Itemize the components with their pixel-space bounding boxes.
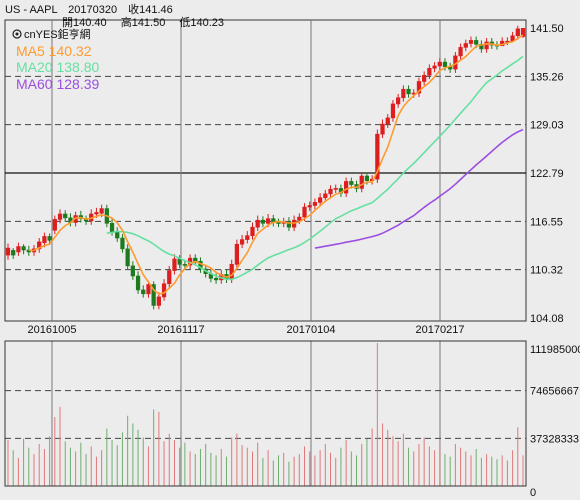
price-tick-label: 110.32 bbox=[530, 265, 563, 277]
ma20-line bbox=[106, 55, 524, 281]
candle bbox=[198, 257, 203, 273]
candle bbox=[359, 172, 364, 193]
candle bbox=[463, 39, 468, 52]
date-tick-label: 20161005 bbox=[28, 324, 77, 336]
candle bbox=[318, 193, 323, 207]
candle bbox=[437, 58, 442, 70]
candle bbox=[5, 243, 11, 260]
candle bbox=[323, 189, 328, 202]
candle bbox=[390, 100, 396, 122]
candle bbox=[63, 210, 68, 222]
candle bbox=[250, 222, 255, 240]
candle bbox=[286, 217, 292, 232]
date-axis-labels: 20161005 20161117 20170104 20170217 bbox=[28, 324, 465, 336]
candle bbox=[130, 261, 135, 280]
price-tick-label: 104.08 bbox=[530, 313, 564, 325]
candle bbox=[120, 234, 125, 253]
candle bbox=[333, 184, 338, 194]
ma5-line bbox=[28, 34, 524, 295]
candle bbox=[276, 218, 281, 228]
moving-averages bbox=[28, 34, 524, 295]
volume-grid bbox=[5, 390, 526, 439]
candle bbox=[416, 77, 422, 97]
candle bbox=[52, 215, 57, 235]
candle bbox=[406, 85, 411, 98]
price-grid bbox=[5, 20, 526, 486]
legend-ma20: MA20 138.80 bbox=[16, 59, 99, 75]
candle bbox=[380, 119, 385, 139]
candle bbox=[328, 185, 333, 198]
price-tick-label: 122.79 bbox=[530, 168, 564, 180]
candle bbox=[135, 271, 141, 294]
candle bbox=[234, 239, 240, 269]
candle bbox=[396, 93, 401, 108]
candle bbox=[146, 280, 151, 298]
candle bbox=[151, 281, 156, 310]
price-tick-label: 116.55 bbox=[530, 216, 563, 228]
brand-name: cnYES鉅亨網 bbox=[24, 27, 91, 41]
candle bbox=[141, 285, 146, 298]
candle bbox=[172, 254, 177, 275]
header-quote: US - AAPL 20170320 收141.46 bbox=[5, 2, 173, 16]
legend-ma5: MA5 140.32 bbox=[16, 43, 92, 59]
candle bbox=[432, 62, 437, 73]
candle bbox=[515, 25, 520, 40]
brand-logo-dot-icon bbox=[15, 32, 19, 36]
volume-tick-label: 0 bbox=[530, 487, 536, 499]
brand: cnYES鉅亨網 bbox=[12, 27, 91, 41]
candle bbox=[401, 85, 406, 102]
candle bbox=[344, 177, 349, 197]
candle bbox=[57, 209, 63, 224]
volume-tick-label: 74656667 bbox=[530, 386, 579, 398]
ma60-line bbox=[314, 128, 524, 249]
price-tick-label: 141.50 bbox=[530, 23, 564, 35]
volume-bars bbox=[7, 343, 524, 486]
candle bbox=[37, 238, 42, 253]
price-tick-label: 135.26 bbox=[530, 71, 564, 83]
date-tick-label: 20170104 bbox=[287, 324, 336, 336]
candle bbox=[422, 71, 427, 86]
candle bbox=[125, 244, 130, 270]
candle bbox=[260, 216, 266, 228]
price-tick-label: 129.03 bbox=[530, 120, 564, 132]
candle bbox=[167, 265, 172, 288]
volume-panel bbox=[4, 340, 527, 487]
candle bbox=[484, 38, 489, 53]
candle bbox=[245, 231, 250, 244]
candle bbox=[427, 64, 432, 80]
candle bbox=[255, 215, 260, 232]
brand-logo-icon bbox=[12, 29, 22, 39]
candle bbox=[385, 114, 390, 128]
candle bbox=[11, 248, 16, 259]
header-ohl: 開140.40 高141.50 低140.23 bbox=[62, 15, 224, 29]
legend-ma60: MA60 128.39 bbox=[16, 76, 99, 92]
date-tick-label: 20161117 bbox=[157, 324, 204, 336]
date-tick-label: 20170217 bbox=[416, 324, 465, 336]
candle bbox=[239, 234, 245, 249]
candle bbox=[156, 292, 161, 310]
candle bbox=[21, 244, 26, 255]
candle bbox=[42, 232, 47, 248]
candle bbox=[458, 43, 463, 60]
candle bbox=[468, 36, 474, 48]
volume-axis-labels: 111985000 74656667 37328333 0 bbox=[530, 344, 580, 499]
candle bbox=[312, 198, 318, 210]
price-axis-labels: 141.50 135.26 129.03 122.79 116.55 110.32 104.… bbox=[530, 23, 564, 325]
candle bbox=[16, 242, 21, 256]
candle bbox=[307, 201, 312, 211]
volume-tick-label: 37328333 bbox=[530, 433, 579, 445]
volume-tick-label: 111985000 bbox=[530, 344, 580, 356]
candle bbox=[520, 28, 526, 38]
candle bbox=[375, 129, 380, 183]
